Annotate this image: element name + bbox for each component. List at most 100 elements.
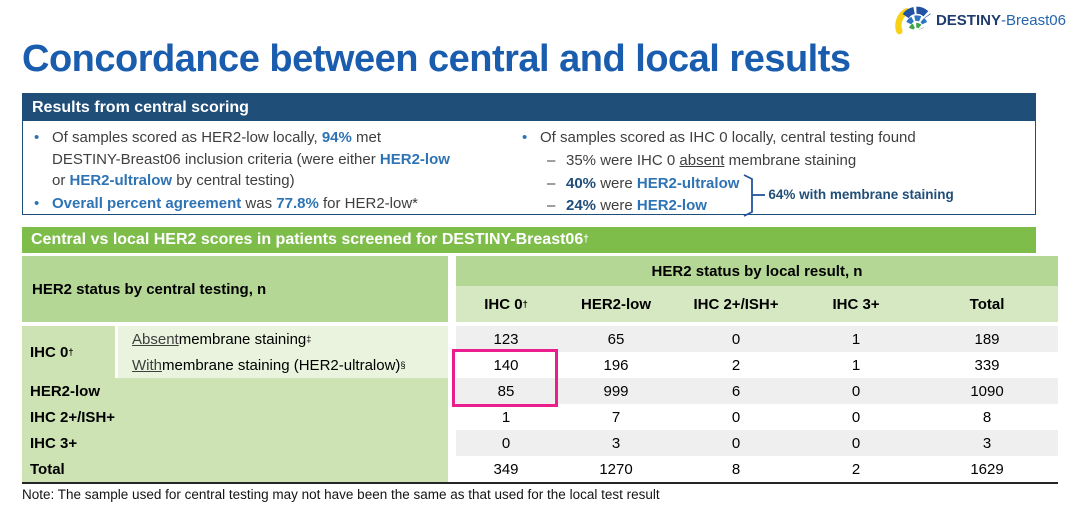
central-scoring-left-column: • Of samples scored as HER2-low locally,… xyxy=(31,127,517,218)
footnote: Note: The sample used for central testin… xyxy=(22,487,660,502)
text-segment: or xyxy=(52,172,70,189)
table-cell: 2 xyxy=(796,456,916,482)
text-segment: 35% were IHC 0 xyxy=(566,151,680,169)
table-section-header: Central vs local HER2 scores in patients… xyxy=(22,227,1036,253)
text-segment: for HER2-low* xyxy=(318,194,419,212)
column-header: IHC 2+/ISH+ xyxy=(676,286,796,322)
text-segment: HER2-low xyxy=(379,150,450,168)
text-segment: membrane staining xyxy=(724,151,857,169)
destiny-breast06-logo: DESTINY-Breast06 xyxy=(893,5,1066,35)
dash-icon: – xyxy=(547,151,556,169)
table-section-header-text: Central vs local HER2 scores in patients… xyxy=(31,231,584,248)
row-label-ihc2: IHC 2+/ISH+ xyxy=(22,404,448,430)
text-segment: HER2-ultralow xyxy=(636,174,740,192)
sub-item: – 35% were IHC 0 absent membrane stainin… xyxy=(519,150,1029,172)
table-cell: 1 xyxy=(456,404,556,430)
table-cell: 85 xyxy=(456,378,556,404)
central-scoring-right-column: • Of samples scored as IHC 0 locally, ce… xyxy=(517,127,1029,218)
text-segment: 94% xyxy=(321,129,352,146)
column-header: IHC 0 † xyxy=(456,286,556,322)
column-header: Total xyxy=(916,286,1058,322)
bullet-item: • Of samples scored as IHC 0 locally, ce… xyxy=(519,127,1029,149)
logo-blue-arc xyxy=(902,6,931,19)
text-line: or HER2-ultralow by central testing) xyxy=(52,170,517,192)
table-cell: 0 xyxy=(796,430,916,456)
logo-green-arc xyxy=(908,22,924,30)
text-segment: absent xyxy=(679,151,725,169)
bullet-text: Of samples scored as HER2-low locally, 9… xyxy=(52,127,517,192)
table-cell: 3 xyxy=(916,430,1058,456)
text-segment: HER2-ultralow xyxy=(69,172,173,189)
bullet-text: Overall percent agreement was 77.8% for … xyxy=(52,193,517,215)
table-cell: 6 xyxy=(676,378,796,404)
table-cell: 8 xyxy=(916,404,1058,430)
central-scoring-panel-header: Results from central scoring xyxy=(23,94,1035,121)
row-sublabel-absent: Absent membrane staining ‡ xyxy=(118,326,448,352)
logo-text: DESTINY-Breast06 xyxy=(936,12,1066,29)
text-line: DESTINY-Breast06 inclusion criteria (wer… xyxy=(52,149,517,171)
table-cell: 1270 xyxy=(556,456,676,482)
bracket-label: 64% with membrane staining xyxy=(768,187,954,202)
text-segment: by central testing) xyxy=(172,172,295,189)
bullet-icon: • xyxy=(522,129,528,146)
table-cell: 0 xyxy=(676,326,796,352)
logo-text-rest: -Breast06 xyxy=(1000,11,1066,29)
column-header-text: HER2-low xyxy=(580,295,651,313)
table-cell: 1629 xyxy=(916,456,1058,482)
table-cell: 196 xyxy=(556,352,676,378)
table-cell: 7 xyxy=(556,404,676,430)
text-line: 24% were HER2-low xyxy=(566,195,707,217)
row-group-label-text: IHC 0 xyxy=(30,343,69,361)
column-header: HER2-low xyxy=(556,286,676,322)
table-cell: 1 xyxy=(796,326,916,352)
bullet-icon: • xyxy=(34,129,40,146)
row-sublabel-with: With membrane staining (HER2-ultralow) § xyxy=(118,352,448,378)
fan-logo-icon xyxy=(895,6,931,35)
page-title: Concordance between central and local re… xyxy=(22,38,851,80)
concordance-table: HER2 status by central testing, n HER2 s… xyxy=(22,256,1058,484)
text-segment: were xyxy=(596,174,637,192)
text-segment: 24% xyxy=(566,196,597,214)
table-cell: 3 xyxy=(556,430,676,456)
bullet-item: • Of samples scored as HER2-low locally,… xyxy=(31,127,517,192)
table-cell: 999 xyxy=(556,378,676,404)
text-segment: DESTINY-Breast06 inclusion criteria (wer… xyxy=(52,150,380,168)
text-segment: were xyxy=(596,196,637,214)
logo-text-bold: DESTINY xyxy=(935,11,1001,29)
text-segment: HER2-low xyxy=(636,196,707,214)
column-header-text: Total xyxy=(969,295,1005,313)
col-group-header: HER2 status by local result, n xyxy=(456,256,1058,286)
dash-icon: – xyxy=(547,196,556,214)
text-line: 40% were HER2-ultralow xyxy=(566,173,739,195)
row-group-label-ihc0: IHC 0 † xyxy=(22,326,118,378)
row-label-total: Total xyxy=(22,456,448,482)
table-cell: 0 xyxy=(796,378,916,404)
table-cell: 0 xyxy=(796,404,916,430)
sublabel-rest: membrane staining xyxy=(178,330,307,348)
text-segment: Of samples scored as HER2-low locally, xyxy=(52,129,322,146)
row-group-header: HER2 status by central testing, n xyxy=(22,256,448,322)
row-label-her2low: HER2-low xyxy=(22,378,448,404)
bullet-item: • Overall percent agreement was 77.8% fo… xyxy=(31,193,517,215)
sublabel-underlined: With xyxy=(132,356,162,374)
table-cell: 65 xyxy=(556,326,676,352)
table-cell: 123 xyxy=(456,326,556,352)
bullet-text: Of samples scored as IHC 0 locally, cent… xyxy=(540,129,916,146)
table-cell: 8 xyxy=(676,456,796,482)
central-scoring-panel: Results from central scoring • Of sample… xyxy=(22,93,1036,218)
table-cell: 1090 xyxy=(916,378,1058,404)
column-header-text: IHC 3+ xyxy=(832,295,880,313)
column-header: IHC 3+ xyxy=(796,286,916,322)
highlight-box xyxy=(452,349,558,407)
bracket-lines: – 40% were HER2-ultralow – 24% were HER2… xyxy=(519,173,739,217)
brace-icon xyxy=(744,173,766,217)
central-scoring-panel-body: • Of samples scored as HER2-low locally,… xyxy=(23,121,1035,218)
table-cell: 189 xyxy=(916,326,1058,352)
column-header-text: IHC 0 xyxy=(484,295,523,313)
table-cell: 0 xyxy=(456,430,556,456)
column-header-text: IHC 2+/ISH+ xyxy=(693,295,779,313)
sub-item: – 40% were HER2-ultralow xyxy=(519,173,739,195)
sublabel-underlined: Absent xyxy=(132,330,179,348)
text-segment: was xyxy=(241,194,277,212)
table-cell: 349 xyxy=(456,456,556,482)
